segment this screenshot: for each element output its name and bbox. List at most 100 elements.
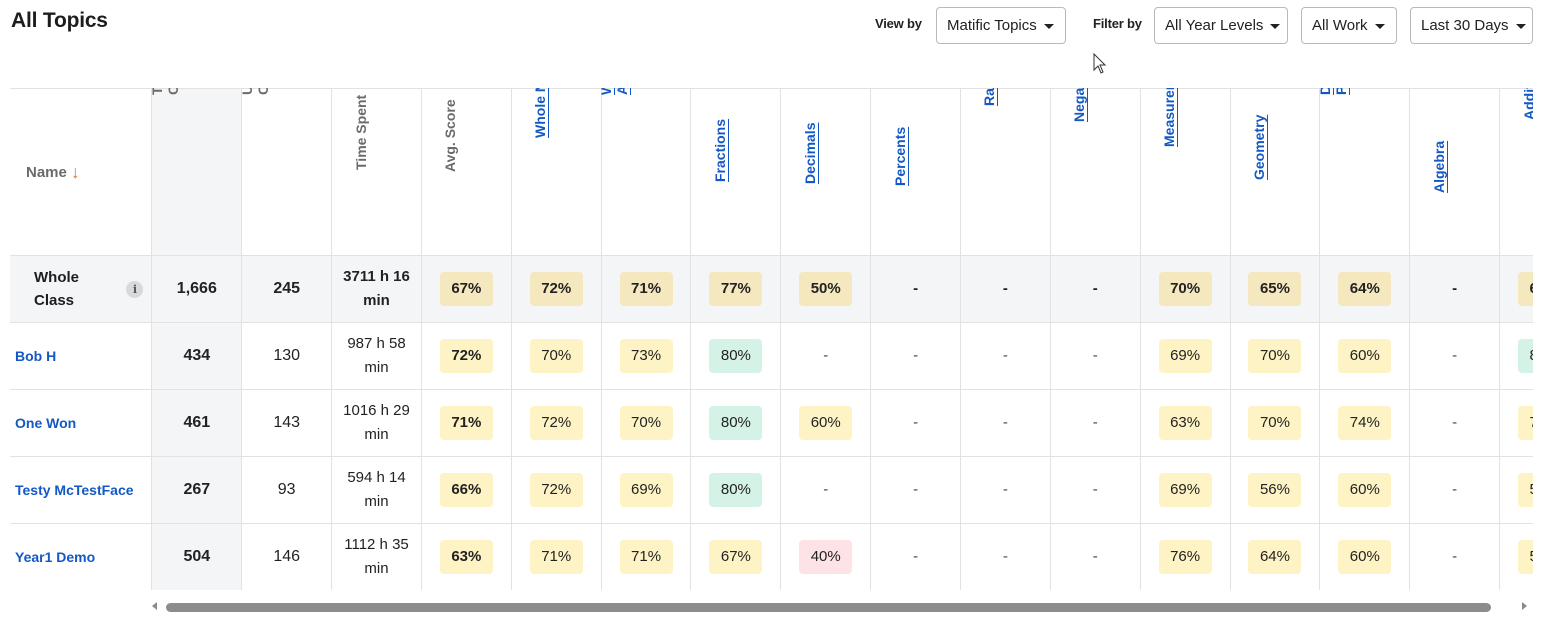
topic-score-cell: 70%	[601, 389, 692, 457]
topic-column-header[interactable]: Whole Numbers	[511, 88, 602, 256]
topic-column-header[interactable]: Fractions	[690, 88, 782, 256]
topic-header-link[interactable]: Negative Numbers	[1071, 88, 1087, 122]
topic-score-badge: 77%	[709, 272, 763, 306]
stat-column-header[interactable]: Avg. Score	[421, 88, 512, 256]
topic-column-header[interactable]: Additional Content	[1499, 88, 1533, 256]
date-range-dropdown[interactable]: Last 30 Days	[1410, 7, 1533, 44]
student-name-link[interactable]: One Won	[15, 415, 77, 431]
empty-score: -	[1092, 481, 1098, 498]
topic-score-badge: 76%	[1158, 540, 1212, 574]
topic-header-link[interactable]: Ratio and Proportion	[981, 88, 997, 106]
work-value: All Work	[1312, 17, 1368, 34]
year-levels-dropdown[interactable]: All Year Levels	[1154, 7, 1288, 44]
topic-score-badge: 60%	[1338, 339, 1392, 373]
empty-score: -	[1452, 280, 1458, 297]
table-row: Year1 Demo 504 146 1112 h 35 min 63% 71% 71% 67%…	[10, 523, 1533, 590]
topic-score-badge: 70%	[1248, 406, 1302, 440]
topic-column-header[interactable]: Geometry	[1230, 88, 1321, 256]
empty-score: -	[913, 347, 919, 364]
topic-score-cell: 72%	[511, 456, 602, 524]
topic-header-link[interactable]: Additional Content	[1521, 88, 1533, 120]
topic-header-link[interactable]: Decimals	[801, 122, 818, 184]
topic-score-cell: 71%	[601, 255, 692, 323]
time-spent-hours: 1112 h 35	[344, 536, 409, 553]
scroll-left-icon[interactable]	[152, 602, 157, 610]
filter-by-label: Filter by	[1093, 16, 1142, 31]
topic-score-badge: 64%	[1248, 540, 1302, 574]
topic-header-link[interactable]: Data, Statistics and Probability	[1317, 88, 1349, 95]
total-activities-cell: 504	[151, 523, 243, 590]
empty-score: -	[1092, 347, 1098, 364]
time-spent-cell: 987 h 58 min	[331, 322, 422, 390]
student-name-cell[interactable]: Year1 Demo	[10, 523, 153, 590]
topic-score-cell: 50%	[780, 255, 872, 323]
caret-down-icon	[1043, 24, 1054, 29]
topic-score-cell: 70%	[1140, 255, 1231, 323]
topic-score-cell: 55%	[1499, 523, 1533, 590]
student-name-cell[interactable]: Testy McTestFace	[10, 456, 153, 524]
empty-score: -	[1092, 548, 1098, 565]
topic-column-header[interactable]: Ratio and Proportion	[960, 88, 1051, 256]
total-activities-cell: 461	[151, 389, 243, 457]
topic-column-header[interactable]: Measurements	[1140, 88, 1231, 256]
topic-column-header[interactable]: Data, Statistics and Probability	[1317, 88, 1411, 256]
view-by-dropdown[interactable]: Matific Topics	[936, 7, 1066, 44]
topic-header-link[interactable]: Percents	[891, 126, 908, 186]
topic-header-link[interactable]: Whole Numbers	[532, 88, 548, 138]
student-name-cell[interactable]: One Won	[10, 389, 153, 457]
avg-score-badge: 72%	[439, 339, 493, 373]
time-spent-hours: 594 h 14	[347, 469, 406, 486]
name-column-header[interactable]: Name ↓	[10, 88, 153, 256]
time-spent-hours: 3711 h 16	[343, 268, 410, 285]
info-icon[interactable]: i	[126, 280, 144, 298]
student-name-link[interactable]: Testy McTestFace	[15, 482, 134, 498]
avg-score-cell: 63%	[421, 523, 512, 590]
student-name-cell[interactable]: Bob H	[10, 322, 153, 390]
student-name-link[interactable]: Year1 Demo	[15, 549, 96, 565]
topic-score-badge: 70%	[529, 339, 583, 373]
student-name-link[interactable]: Bob H	[15, 348, 57, 364]
topic-score-badge: 66%	[1518, 272, 1533, 306]
topic-header-link[interactable]: Algebra	[1430, 140, 1447, 193]
total-activities-cell: 1,666	[151, 255, 243, 323]
empty-score: -	[823, 347, 829, 364]
topic-column-header[interactable]: Percents	[870, 88, 961, 256]
empty-score: -	[1002, 414, 1008, 431]
time-spent-minutes: min	[364, 426, 389, 443]
topic-score-cell: 54%	[1499, 456, 1533, 524]
topic-score-cell: -	[870, 523, 961, 590]
topic-score-badge: 80%	[709, 339, 763, 373]
scrollbar-thumb[interactable]	[166, 603, 1491, 612]
whole-class-name: Whole Class	[34, 269, 79, 309]
topic-column-header[interactable]: Algebra	[1409, 88, 1501, 256]
topic-score-cell: 72%	[511, 255, 602, 323]
view-by-label: View by	[875, 16, 922, 31]
topic-header-link[interactable]: Geometry	[1250, 114, 1267, 180]
topic-score-cell: -	[780, 456, 872, 524]
topic-header-link[interactable]: Fractions	[711, 118, 728, 182]
mouse-cursor-icon	[1093, 53, 1107, 74]
column-header-label: Time Spent	[352, 94, 369, 170]
empty-score: -	[1452, 414, 1458, 431]
unique-activities-cell: 130	[241, 322, 333, 390]
topic-header-link[interactable]: Measurements	[1161, 88, 1178, 147]
topic-score-badge: 70%	[619, 406, 673, 440]
topic-score-badge: 64%	[1338, 272, 1392, 306]
topic-score-badge: 71%	[619, 272, 673, 306]
student-name-cell: Whole Class i	[10, 255, 153, 323]
topic-column-header[interactable]: Whole Number Arithmetic	[598, 88, 692, 256]
topic-column-header[interactable]: Negative Numbers	[1050, 88, 1141, 256]
topic-header-link[interactable]: Whole Number Arithmetic	[598, 88, 630, 95]
caret-down-icon	[1270, 24, 1281, 29]
scroll-right-icon[interactable]	[1522, 602, 1527, 610]
stat-column-header[interactable]: Time Spent	[331, 88, 422, 256]
empty-score: -	[1002, 280, 1008, 297]
topic-score-cell: -	[1409, 255, 1501, 323]
stat-column-header[interactable]: Total Activities Completed	[149, 88, 243, 256]
stat-column-header[interactable]: Unique Activities Completed	[239, 88, 333, 256]
time-spent-hours: 1016 h 29	[343, 402, 410, 419]
work-dropdown[interactable]: All Work	[1301, 7, 1397, 44]
total-activities-cell: 267	[151, 456, 243, 524]
topic-score-cell: 73%	[601, 322, 692, 390]
topic-column-header[interactable]: Decimals	[780, 88, 872, 256]
